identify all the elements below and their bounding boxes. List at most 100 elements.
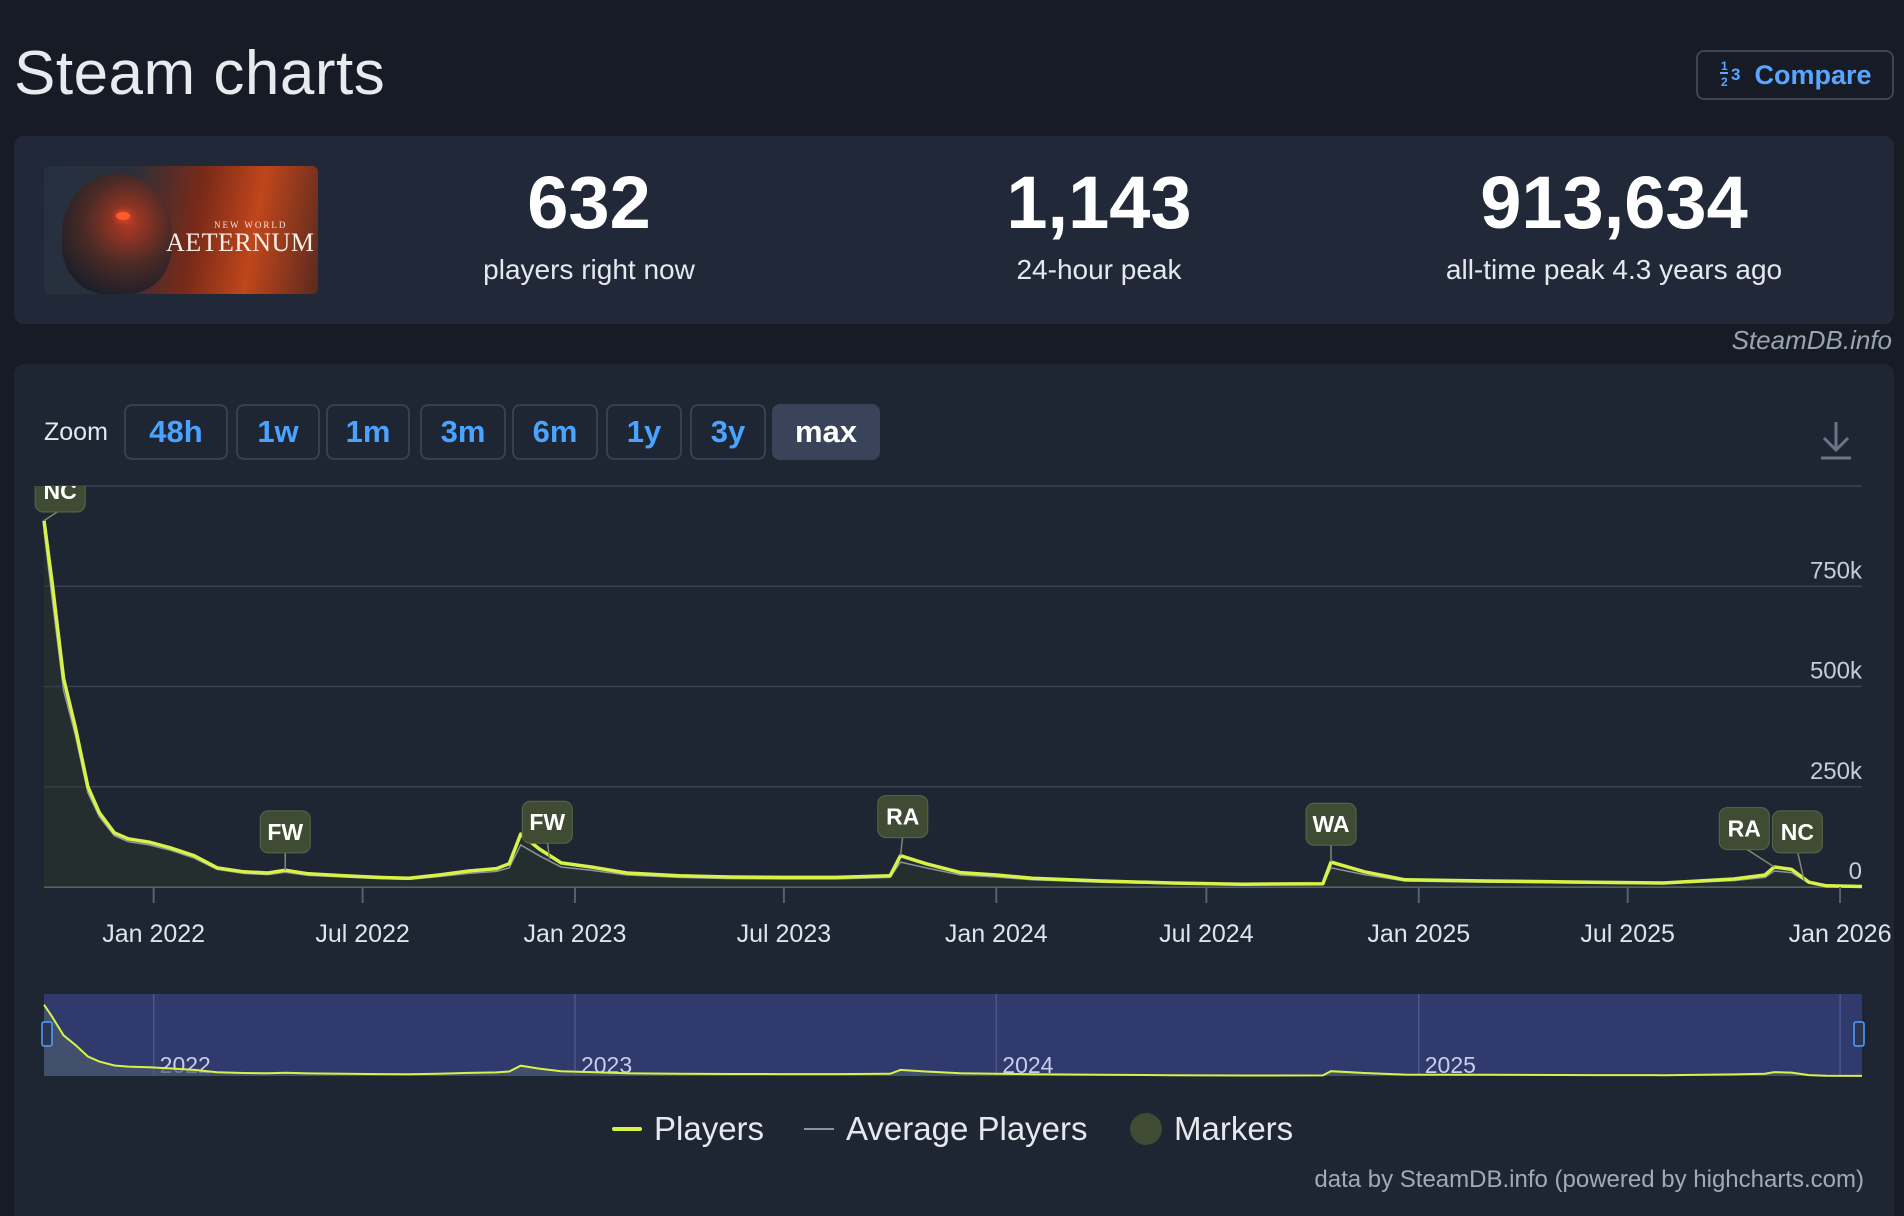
- players-line-swatch: [612, 1127, 642, 1131]
- steamdb-credit[interactable]: SteamDB.info: [1731, 325, 1892, 355]
- marker-label: NC: [1781, 819, 1814, 845]
- stat-value: 1,143: [1006, 161, 1192, 244]
- stats-card: NEW WORLD AETERNUM 632 players right now…: [14, 136, 1894, 324]
- event-marker-ra[interactable]: RA: [1718, 807, 1775, 868]
- marker-connector: [899, 835, 904, 856]
- navigator-year-label: 2025: [1425, 1052, 1476, 1078]
- event-marker-fw[interactable]: FW: [521, 800, 573, 860]
- marker-label: RA: [1728, 816, 1761, 842]
- x-tick-label: Jan 2026: [1789, 920, 1892, 948]
- marker-label: RA: [886, 804, 919, 830]
- y-tick-label: 250k: [1810, 758, 1863, 785]
- svg-text:1: 1: [1721, 59, 1728, 73]
- marker-badge: [34, 486, 86, 513]
- legend-players[interactable]: Players: [612, 1110, 764, 1148]
- zoom-button-6m[interactable]: 6m: [512, 404, 598, 460]
- svg-text:2: 2: [1721, 75, 1728, 88]
- y-tick-label: 0: [1849, 858, 1862, 885]
- marker-connector: [546, 841, 551, 860]
- average-line-swatch: [804, 1128, 834, 1130]
- legend-label: Players: [654, 1110, 765, 1147]
- x-axis: Jan 2022 Jul 2022 Jan 2023 Jul 2023 Jan 2024…: [102, 887, 1892, 948]
- x-tick-label: Jan 2023: [524, 920, 627, 948]
- stat-all-time-peak: 913,634 all-time peak 4.3 years ago: [1404, 166, 1824, 286]
- x-tick-label: Jan 2022: [102, 920, 205, 948]
- event-markers: NC FW FW RA WA RA NC: [34, 470, 1823, 882]
- stat-label: 24-hour peak: [1016, 254, 1182, 285]
- stat-value: 632: [527, 161, 651, 244]
- y-tick-label: 500k: [1810, 658, 1863, 685]
- marker-badge: [259, 810, 311, 854]
- legend-average-players[interactable]: Average Players: [804, 1110, 1088, 1148]
- average-players-series: [43, 530, 1863, 888]
- stat-current-players: 632 players right now: [444, 166, 734, 286]
- fraction-numbers-icon: 1 2 3: [1718, 58, 1744, 92]
- navigator-background[interactable]: [44, 994, 1862, 1076]
- zoom-button-48h[interactable]: 48h: [124, 404, 228, 460]
- compare-button[interactable]: 1 2 3 Compare: [1696, 50, 1894, 100]
- character-face-art: [62, 174, 172, 294]
- legend-label: Markers: [1174, 1110, 1294, 1147]
- navigator-line: [43, 1004, 1863, 1077]
- glowing-eye-art: [116, 212, 130, 220]
- zoom-button-3y[interactable]: 3y: [690, 404, 766, 460]
- chart-legend: Players Average Players Markers: [0, 1110, 1904, 1150]
- event-marker-nc[interactable]: NC: [34, 470, 86, 522]
- stat-label: all-time peak 4.3 years ago: [1445, 254, 1783, 285]
- marker-label: WA: [1312, 811, 1349, 837]
- game-thumbnail[interactable]: NEW WORLD AETERNUM: [44, 166, 318, 294]
- marker-badge: [1718, 807, 1770, 851]
- x-tick-label: Jul 2025: [1580, 920, 1675, 948]
- download-icon[interactable]: [1818, 418, 1854, 462]
- zoom-button-max[interactable]: max: [772, 404, 880, 460]
- x-tick-label: Jul 2022: [315, 920, 410, 948]
- zoom-label: Zoom: [44, 418, 108, 446]
- x-tick-label: Jul 2024: [1159, 920, 1254, 948]
- marker-label: FW: [529, 809, 565, 835]
- area-fill: [44, 520, 1862, 887]
- event-marker-fw[interactable]: FW: [259, 810, 311, 871]
- x-tick-label: Jan 2024: [945, 920, 1048, 948]
- game-logo-small: NEW WORLD: [214, 220, 288, 230]
- y-axis: 0 250k 500k 750k: [1810, 557, 1863, 885]
- players-series: [42, 520, 1863, 889]
- event-marker-ra[interactable]: RA: [877, 795, 929, 856]
- marker-dot-swatch: [1130, 1113, 1162, 1145]
- page-title: Steam charts: [14, 39, 386, 108]
- marker-badge: [521, 800, 573, 844]
- marker-label: NC: [44, 478, 77, 504]
- marker-badge: [1771, 810, 1823, 854]
- x-tick-label: Jul 2023: [737, 920, 832, 948]
- footer-credit[interactable]: data by SteamDB.info (powered by highcha…: [1314, 1166, 1864, 1193]
- marker-badge: [1305, 802, 1357, 846]
- stat-24h-peak: 1,143 24-hour peak: [954, 166, 1244, 286]
- event-marker-wa[interactable]: WA: [1305, 802, 1357, 863]
- stat-label: players right now: [483, 254, 695, 285]
- navigator-right-handle[interactable]: [1853, 1021, 1865, 1047]
- x-tick-label: Jan 2025: [1367, 920, 1470, 948]
- zoom-button-1y[interactable]: 1y: [606, 404, 682, 460]
- compare-label: Compare: [1754, 59, 1872, 90]
- navigator-left-handle[interactable]: [41, 1021, 53, 1047]
- average-players-line[interactable]: [43, 530, 1863, 888]
- zoom-button-1m[interactable]: 1m: [326, 404, 410, 460]
- legend-markers[interactable]: Markers: [1130, 1110, 1293, 1148]
- legend-label: Average Players: [846, 1110, 1088, 1147]
- marker-connector: [1796, 850, 1806, 882]
- marker-label: FW: [267, 819, 303, 845]
- players-line[interactable]: [42, 520, 1863, 889]
- marker-group: NC FW FW RA WA RA NC: [34, 470, 1823, 882]
- marker-badge: [877, 795, 929, 839]
- zoom-button-3m[interactable]: 3m: [420, 404, 506, 460]
- navigator: 2022 2023 2024 2025: [41, 994, 1865, 1078]
- game-logo-main: AETERNUM: [166, 228, 315, 257]
- grid-lines: [44, 485, 1862, 888]
- marker-connector: [1743, 847, 1775, 868]
- players-area: [44, 520, 1862, 887]
- svg-text:3: 3: [1731, 65, 1740, 84]
- event-marker-nc[interactable]: NC: [1771, 810, 1823, 882]
- zoom-button-1w[interactable]: 1w: [236, 404, 320, 460]
- y-tick-label: 750k: [1810, 557, 1863, 584]
